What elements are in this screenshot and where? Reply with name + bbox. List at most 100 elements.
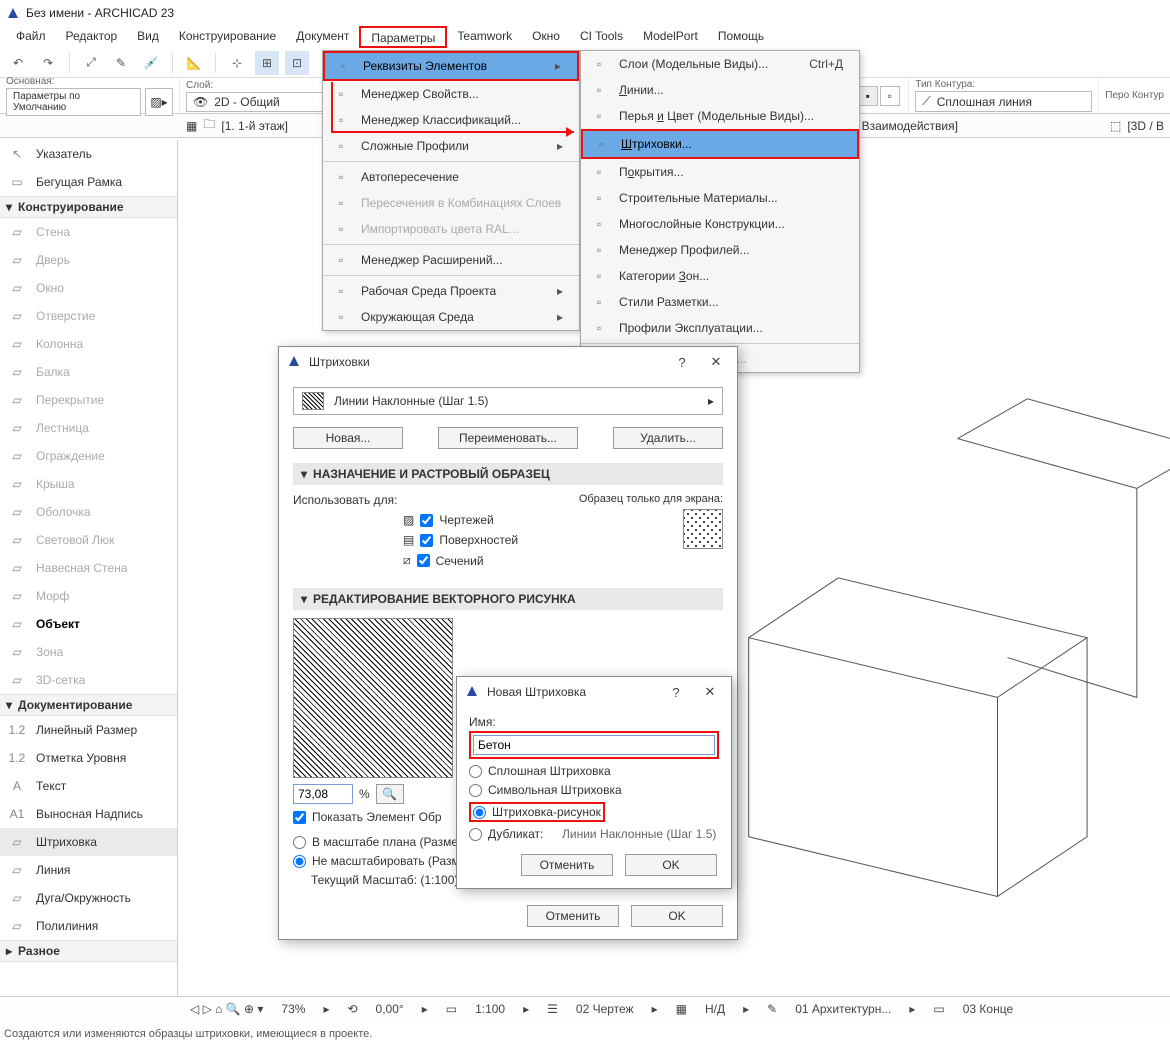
menu-item[interactable]: ▫Автопересечение	[323, 164, 579, 190]
tool-Световой Люк[interactable]: ▱Световой Люк	[0, 526, 177, 554]
scale-value[interactable]: 1:100	[475, 1002, 505, 1016]
fill-btn-2[interactable]: ▫	[880, 86, 900, 106]
delete-button[interactable]: Удалить...	[613, 427, 723, 449]
tool-3D-сетка[interactable]: ▱3D-сетка	[0, 666, 177, 694]
menu-item[interactable]: ▫Стили Разметки...	[581, 289, 859, 315]
contour-selector[interactable]: ⟋ Сплошная линия	[915, 91, 1092, 112]
fill-btn-1[interactable]: ▪	[858, 86, 878, 106]
radio-solid[interactable]	[469, 765, 482, 778]
radio-symbol[interactable]	[469, 784, 482, 797]
tool-Указатель[interactable]: ↖Указатель	[0, 140, 177, 168]
tool-Балка[interactable]: ▱Балка	[0, 358, 177, 386]
group-purpose[interactable]: ▾НАЗНАЧЕНИЕ И РАСТРОВЫЙ ОБРАЗЕЦ	[293, 463, 723, 485]
chk-surfaces[interactable]	[420, 534, 433, 547]
tool-Зона[interactable]: ▱Зона	[0, 638, 177, 666]
rename-button[interactable]: Переименовать...	[438, 427, 578, 449]
menu-файл[interactable]: Файл	[6, 26, 56, 48]
section-misc[interactable]: ▸Разное	[0, 940, 177, 962]
tool-Оболочка[interactable]: ▱Оболочка	[0, 498, 177, 526]
tool-Навесная Стена[interactable]: ▱Навесная Стена	[0, 554, 177, 582]
menu-item[interactable]: ▫Слои (Модельные Виды)...Ctrl+Д	[581, 51, 859, 77]
chk-drawings[interactable]	[420, 514, 433, 527]
hatch-selector[interactable]: Линии Наклонные (Шаг 1.5) ▸	[293, 387, 723, 415]
eyedrop-icon[interactable]: 💉	[139, 51, 163, 75]
radio-model-scale[interactable]	[293, 836, 306, 849]
ns-value[interactable]: Н/Д	[705, 1002, 725, 1016]
cancel-button[interactable]: Отменить	[521, 854, 613, 876]
tool-Выносная Надпись[interactable]: A1Выносная Надпись	[0, 800, 177, 828]
tool-Штриховка[interactable]: ▱Штриховка	[0, 828, 177, 856]
konc-value[interactable]: 03 Конце	[963, 1002, 1013, 1016]
close-icon[interactable]: ✕	[703, 354, 729, 370]
name-input[interactable]	[473, 735, 715, 755]
tool-Окно[interactable]: ▱Окно	[0, 274, 177, 302]
tab-3d[interactable]: [3D / В	[1127, 119, 1164, 133]
tool-Отметка Уровня[interactable]: 1.2Отметка Уровня	[0, 744, 177, 772]
ruler-icon[interactable]: 📐	[182, 51, 206, 75]
layer-combo[interactable]: 02 Чертеж	[576, 1002, 634, 1016]
menu-редактор[interactable]: Редактор	[56, 26, 128, 48]
menu-item[interactable]: ▫Профили Эксплуатации...	[581, 315, 859, 341]
tool-Линия[interactable]: ▱Линия	[0, 856, 177, 884]
menu-помощь[interactable]: Помощь	[708, 26, 774, 48]
menu-teamwork[interactable]: Teamwork	[447, 26, 522, 48]
section-construction[interactable]: ▾Конструирование	[0, 196, 177, 218]
ok-button[interactable]: OK	[625, 854, 717, 876]
help-icon[interactable]: ?	[669, 355, 695, 370]
group-vector-edit[interactable]: ▾РЕДАКТИРОВАНИЕ ВЕКТОРНОГО РИСУНКА	[293, 588, 723, 610]
wand-icon[interactable]: ✎	[109, 51, 133, 75]
close-icon[interactable]: ✕	[697, 684, 723, 700]
new-button[interactable]: Новая...	[293, 427, 403, 449]
pick-icon[interactable]: ⤢	[79, 51, 103, 75]
default-params[interactable]: Параметры по Умолчанию	[6, 88, 141, 116]
angle-value[interactable]: 0,00°	[376, 1002, 404, 1016]
menu-modelport[interactable]: ModelPort	[633, 26, 708, 48]
tool-Дуга/Окружность[interactable]: ▱Дуга/Окружность	[0, 884, 177, 912]
menu-item[interactable]: ▫Строительные Материалы...	[581, 185, 859, 211]
ok-button[interactable]: OK	[631, 905, 723, 927]
grid-icon[interactable]: ▦	[186, 119, 197, 133]
hatch-preset-icon[interactable]: ▨▸	[145, 88, 173, 116]
menu-item[interactable]: ▫Категории Зон...	[581, 263, 859, 289]
menu-item[interactable]: ▫Перья и Цвет (Модельные Виды)...	[581, 103, 859, 129]
tool-Объект[interactable]: ▱Объект	[0, 610, 177, 638]
tool-Текст[interactable]: AТекст	[0, 772, 177, 800]
screen-sample[interactable]	[683, 509, 723, 549]
tool-Лестница[interactable]: ▱Лестница	[0, 414, 177, 442]
menu-параметры[interactable]: Параметры	[359, 26, 447, 48]
zoom-fit-icon[interactable]: 🔍	[376, 784, 404, 804]
tool-Перекрытие[interactable]: ▱Перекрытие	[0, 386, 177, 414]
menu-конструирование[interactable]: Конструирование	[169, 26, 286, 48]
menu-ci tools[interactable]: CI Tools	[570, 26, 633, 48]
snap1-icon[interactable]: ⊹	[225, 51, 249, 75]
menu-item[interactable]: ▫Рабочая Среда Проекта▸	[323, 278, 579, 304]
help-icon[interactable]: ?	[663, 685, 689, 700]
tool-Крыша[interactable]: ▱Крыша	[0, 470, 177, 498]
arch-value[interactable]: 01 Архитектурн...	[795, 1002, 891, 1016]
snap2-icon[interactable]: ⊞	[255, 51, 279, 75]
tool-Линейный Размер[interactable]: 1.2Линейный Размер	[0, 716, 177, 744]
tool-Колонна[interactable]: ▱Колонна	[0, 330, 177, 358]
tool-Полилиния[interactable]: ▱Полилиния	[0, 912, 177, 940]
cancel-button[interactable]: Отменить	[527, 905, 619, 927]
zoom-input[interactable]	[293, 784, 353, 804]
redo-icon[interactable]: ↷	[36, 51, 60, 75]
menu-окно[interactable]: Окно	[522, 26, 570, 48]
menu-item[interactable]: ▫Штриховки...	[583, 131, 857, 157]
tool-Отверстие[interactable]: ▱Отверстие	[0, 302, 177, 330]
tab-floor[interactable]: [1. 1-й этаж]	[221, 119, 288, 133]
menu-документ[interactable]: Документ	[286, 26, 359, 48]
menu-item[interactable]: ▫Линии...	[581, 77, 859, 103]
radio-paper-scale[interactable]	[293, 855, 306, 868]
menu-item[interactable]: ▫Многослойные Конструкции...	[581, 211, 859, 237]
menu-item[interactable]: ▫Менеджер Расширений...	[323, 247, 579, 273]
chk-show-element[interactable]	[293, 811, 306, 824]
snap3-icon[interactable]: ⊡	[285, 51, 309, 75]
menu-item[interactable]: ▫Менеджер Профилей...	[581, 237, 859, 263]
tool-Морф[interactable]: ▱Морф	[0, 582, 177, 610]
menu-item[interactable]: ▫Покрытия...	[581, 159, 859, 185]
tool-Бегущая Рамка[interactable]: ▭Бегущая Рамка	[0, 168, 177, 196]
section-documentation[interactable]: ▾Документирование	[0, 694, 177, 716]
tool-Ограждение[interactable]: ▱Ограждение	[0, 442, 177, 470]
menu-item[interactable]: ▫Реквизиты Элементов▸	[325, 53, 577, 79]
